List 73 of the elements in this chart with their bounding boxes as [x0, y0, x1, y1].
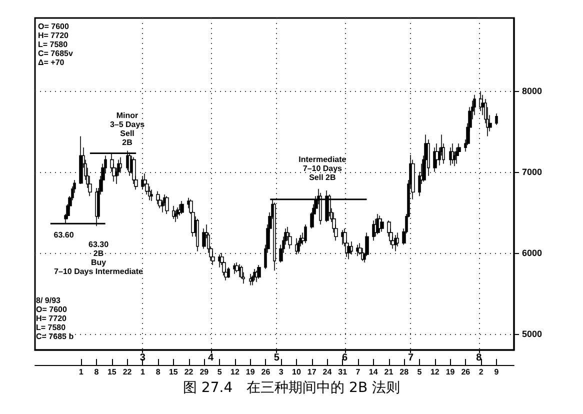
- x2-tick-label: 29: [200, 368, 210, 376]
- x2-tick-label: 15: [107, 368, 117, 376]
- candlestick: [253, 268, 256, 281]
- candlestick: [238, 264, 241, 278]
- y-tick-label: 6000: [522, 248, 542, 258]
- candlestick: [304, 224, 307, 244]
- x2-tick-label: 19: [446, 368, 456, 376]
- candlestick: [180, 200, 184, 214]
- candlestick: [495, 113, 498, 126]
- annotation: Minor 3–5 Days Sell 2B: [110, 110, 146, 147]
- x2-tick-label: 5: [417, 368, 422, 376]
- x2-tick-label: 1: [78, 368, 84, 376]
- annotation: Intermediate 7–10 Days Sell 2B: [298, 154, 347, 182]
- x-tick-label: 8: [476, 352, 482, 364]
- x2-tick-label: 19: [246, 368, 256, 376]
- candlestick: [257, 264, 261, 280]
- x2-tick-label: 7: [356, 368, 361, 376]
- x2-tick-label: 2: [478, 368, 484, 376]
- candlestick: [347, 244, 351, 260]
- x2-tick-label: 12: [230, 368, 240, 376]
- candlestick: [372, 220, 375, 242]
- candlestick: [172, 205, 175, 220]
- x2-tick-label: 3: [278, 368, 284, 376]
- x2-tick-label: 28: [400, 368, 410, 376]
- candlestick: [235, 262, 239, 273]
- candlestick: [394, 234, 397, 252]
- candlestick: [473, 94, 476, 116]
- candlestick: [240, 265, 243, 280]
- candlestick: [158, 196, 162, 209]
- y-tick-label: 7000: [522, 166, 542, 177]
- candlestick: [150, 189, 153, 202]
- candlestick: [295, 238, 298, 255]
- x2-tick-label: 31: [338, 368, 348, 376]
- candlestick: [211, 250, 215, 266]
- x2-tick-label: 26: [261, 368, 271, 376]
- candlestick: [249, 273, 252, 286]
- x2-tick-label: 5: [217, 368, 222, 376]
- x2-tick-label: 22: [184, 368, 194, 376]
- x-tick-label: 7: [408, 352, 414, 364]
- x2-tick-label: 24: [322, 368, 332, 376]
- x2-tick-label: 22: [122, 368, 132, 376]
- candlestick: [196, 218, 199, 252]
- x-tick-label: 5: [274, 352, 280, 364]
- candlestick: [202, 228, 206, 250]
- candlestick: [341, 230, 344, 246]
- x2-tick-label: 1: [140, 368, 146, 376]
- x2-tick-label: 26: [461, 368, 471, 376]
- candlestick: [374, 218, 377, 238]
- candlestick: [449, 147, 452, 166]
- x2-tick-label: 17: [307, 368, 317, 376]
- annotation: 8/ 9/93 O= 7600 H= 7720 L= 7580 C= 7685 b: [36, 296, 74, 341]
- x2-tick-label: 14: [368, 368, 378, 376]
- x-tick-label: 4: [208, 352, 214, 364]
- x2-tick-label: 8: [94, 368, 100, 376]
- y-tick-label: 8000: [522, 86, 542, 96]
- candlestick: [380, 218, 384, 232]
- candlestick: [165, 196, 169, 214]
- annotation: O= 7600 H= 7720 L= 7580 C= 7685v Δ= +70: [38, 22, 74, 67]
- candlestick: [218, 254, 221, 268]
- x2-tick-label: 15: [168, 368, 178, 376]
- annotation: 63.30 2B Buy 7–10 Days Intermediate: [54, 240, 144, 276]
- x2-tick-label: 12: [430, 368, 440, 376]
- x2-tick-label: 21: [384, 368, 394, 376]
- candlestick: [156, 190, 160, 205]
- candlestick: [174, 210, 177, 222]
- y-tick-label: 5000: [522, 328, 542, 339]
- annotation: 63.60: [54, 230, 74, 240]
- candlestick: [396, 232, 399, 247]
- x2-tick-label: 8: [156, 368, 161, 376]
- x-tick-label: 6: [342, 352, 348, 364]
- x2-tick-label: 9: [494, 368, 500, 376]
- text: 图 27.4 在三种期间中的 2B 法则: [182, 380, 400, 396]
- x2-tick-label: 10: [292, 368, 302, 376]
